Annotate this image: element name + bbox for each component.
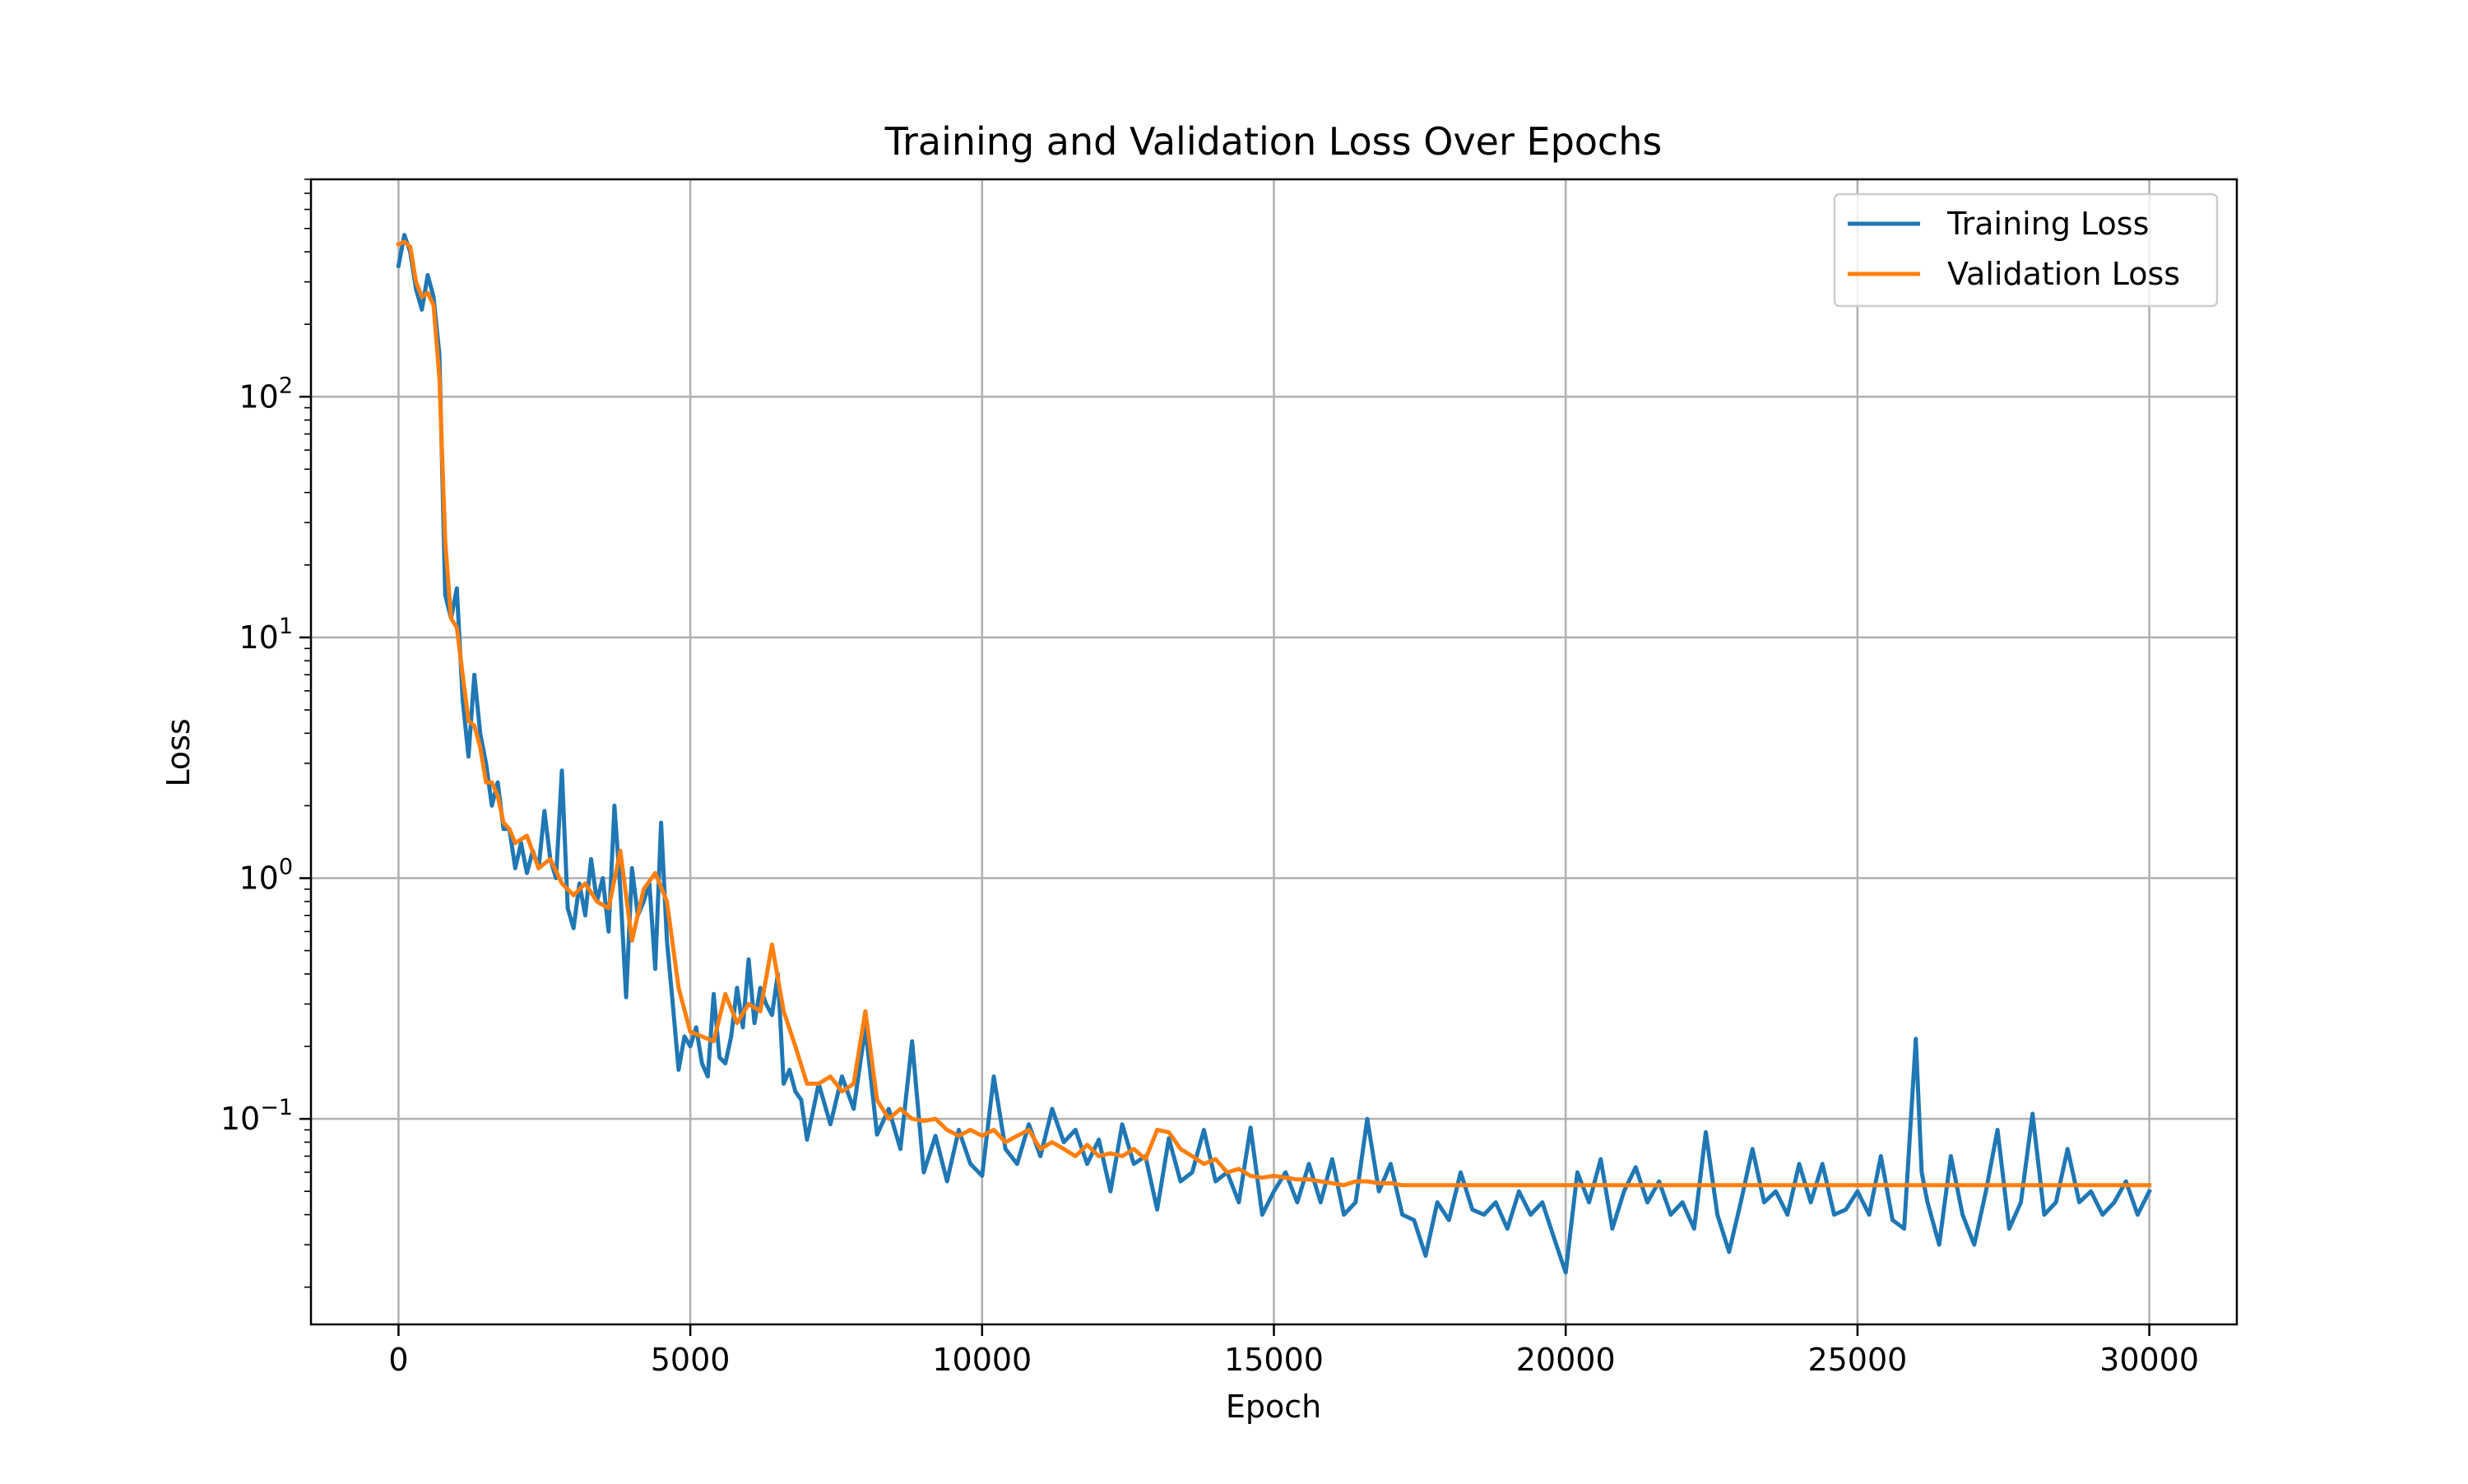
x-tick-label: 25000: [1807, 1342, 1907, 1378]
x-axis-label: Epoch: [1226, 1389, 1321, 1425]
y-tick-label: 100: [239, 855, 293, 897]
x-tick-label: 5000: [651, 1342, 731, 1378]
training-loss-line: [396, 233, 2152, 1275]
x-tick-label: 10000: [932, 1342, 1032, 1378]
legend-label-validation: Validation Loss: [1947, 256, 2180, 292]
series-lines: [396, 233, 2152, 1275]
y-tick-label: 102: [239, 373, 293, 415]
chart-legend: Training Loss Validation Loss: [1833, 192, 2219, 308]
y-axis-label: Loss: [160, 718, 197, 786]
axis-ticks: 0 5000 10000 15000 20000 25000 30000 10−1 100 101…: [220, 179, 2199, 1378]
x-tick-label: 30000: [2099, 1342, 2199, 1378]
legend-label-training: Training Loss: [1946, 206, 2149, 242]
chart-title: Training and Validation Loss Over Epochs: [884, 119, 1663, 164]
legend-frame: [1833, 192, 2219, 308]
plot-area-frame: [309, 178, 2238, 1326]
x-tick-label: 0: [388, 1342, 408, 1378]
y-tick-label: 10−1: [220, 1095, 293, 1137]
y-tick-label: 101: [239, 614, 293, 656]
x-tick-label: 20000: [1516, 1342, 1616, 1378]
validation-loss-line: [396, 239, 2152, 1188]
x-tick-label: 15000: [1224, 1342, 1324, 1378]
